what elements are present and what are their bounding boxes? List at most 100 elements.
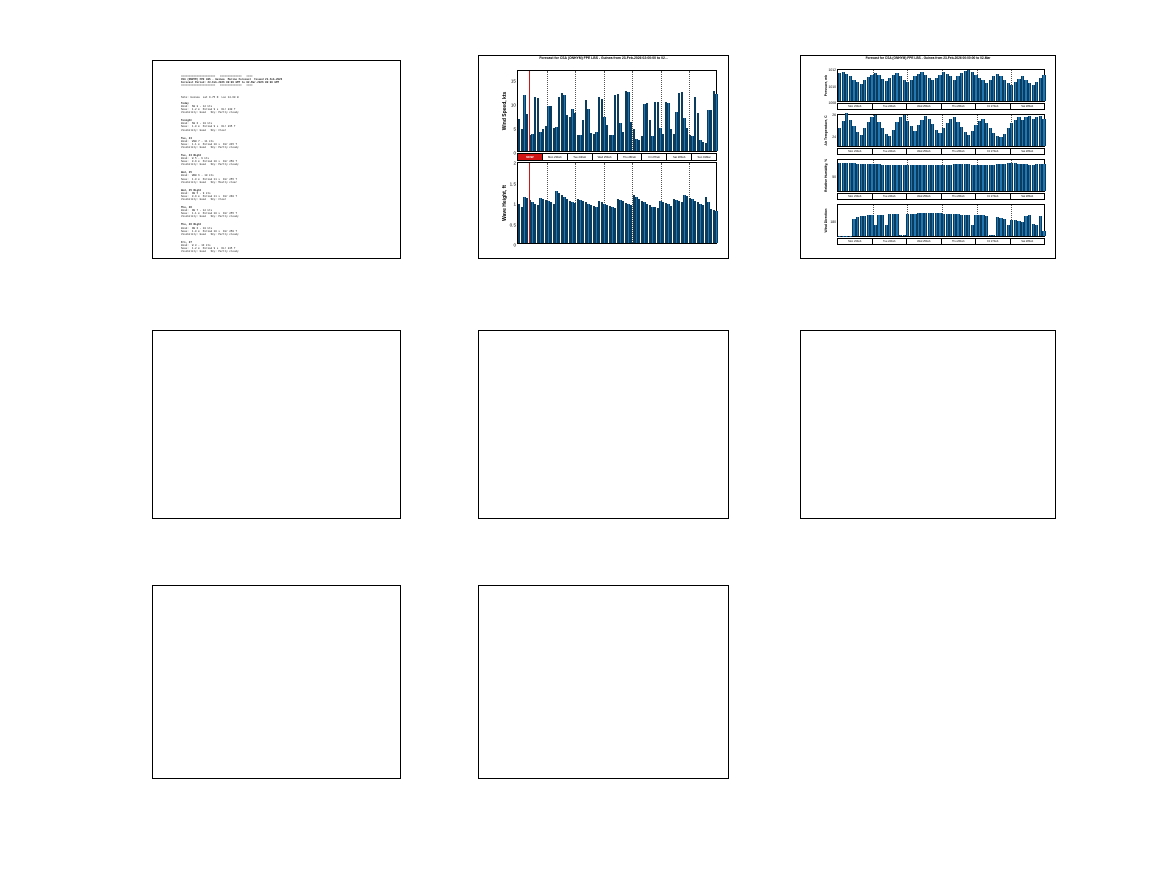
ribbon-date-cell: Thu 26Feb (942, 239, 976, 244)
panel-map-wave-height: Valid for 23-Feb-2026 00:00:00 GMT32.521… (152, 330, 401, 519)
bar (888, 136, 892, 146)
bar (931, 80, 935, 101)
bar (881, 214, 885, 236)
bar (707, 202, 710, 243)
bar (838, 128, 842, 146)
forecast-section: Tue, 24 Night Wind: W 5 - 9 kts Seas: 0.9 … (181, 154, 390, 166)
forecast-section-line: Wind: SW 8 - 12 kts (181, 104, 213, 108)
bar (863, 215, 867, 236)
bar (539, 197, 542, 243)
now-marker (529, 163, 530, 243)
bar (678, 92, 681, 151)
bar (967, 214, 971, 236)
forecast-section-heading: Thu, 26 (181, 206, 192, 210)
ribbon-date-cell: Mon 23Feb (838, 104, 873, 109)
bar (1013, 163, 1017, 191)
bar (670, 129, 673, 151)
bar (995, 136, 1000, 146)
forecast-section-line: Seas: 1.2 m Period 9 s Dir 245 T (181, 247, 236, 251)
bar (1010, 85, 1014, 101)
bar (988, 164, 992, 191)
bar (656, 101, 659, 151)
panel-map-surface-pressure: Valid for 23-Feb-2026 00:00:00 GMT1013.5… (152, 585, 401, 779)
bar (927, 77, 931, 101)
ribbon-date-cell: Tue 24Feb (873, 104, 907, 109)
forecast-section: Tonight Wind: SW 6 - 10 kts Seas: 1.0 m Pe… (181, 119, 390, 131)
ribbon-date-cell: Mon 23Feb (543, 154, 568, 160)
y-axis-label: Relative Humidity, % (824, 158, 828, 192)
panel-map-air-temperature: Valid for 23-Feb-2026 00:00:00 GMT262727… (478, 585, 729, 779)
ribbon-date-cell: Fri 27Feb (976, 104, 1011, 109)
bar (622, 201, 625, 243)
bar (563, 196, 566, 243)
bar (584, 100, 587, 151)
forecast-section-line: Wind: W 8 - 13 kts (181, 243, 211, 247)
bar (1028, 116, 1032, 146)
bar (710, 209, 713, 243)
plot-axes: 1008 1010 1012 (828, 68, 1046, 105)
bar (931, 165, 935, 191)
bar (888, 164, 892, 191)
bar (898, 117, 903, 146)
bar (1020, 222, 1025, 236)
bar (938, 132, 942, 146)
bar (520, 206, 523, 243)
forecast-section-line: Seas: 0.9 m Period 11 s Dir 260 T (181, 194, 238, 198)
bar (859, 216, 863, 236)
bar (539, 131, 542, 151)
bar (1024, 164, 1028, 191)
bar (967, 69, 971, 101)
forecast-section-line: Visibility: Good Sky: Partly cloudy (181, 232, 239, 236)
bar (934, 129, 939, 146)
forecast-section: Fri, 27 Wind: W 8 - 13 kts Seas: 1.2 m Per… (181, 241, 390, 253)
y-tick-label: 1012 (828, 68, 836, 72)
forecast-section-line: Wind: NW 7 - 12 kts (181, 209, 213, 213)
bar (624, 202, 627, 243)
gridline (603, 71, 605, 151)
bar (981, 215, 985, 236)
gridline (603, 163, 605, 243)
bar (587, 108, 590, 151)
bar (558, 192, 561, 243)
bar (992, 132, 996, 146)
bar (942, 165, 946, 191)
bar (859, 135, 863, 146)
bar (866, 163, 870, 191)
bar (873, 115, 878, 146)
bar (707, 110, 710, 151)
bar (927, 212, 931, 236)
bar (995, 73, 1000, 101)
bar (643, 103, 646, 151)
bar (550, 202, 553, 243)
forecast-section-line: Visibility: Good Sky: Clear (181, 128, 227, 132)
bar (606, 124, 609, 151)
bar (526, 197, 529, 243)
bar (667, 102, 670, 151)
bar (632, 128, 635, 151)
bar (704, 143, 707, 151)
bar (691, 199, 694, 243)
ribbon-date-cell: Wed 25Feb (907, 149, 942, 154)
bar (680, 92, 683, 151)
bar (560, 93, 563, 151)
bar (1020, 76, 1025, 101)
bar (518, 119, 521, 151)
bar (1031, 118, 1035, 146)
bar (638, 198, 641, 243)
bar (877, 214, 881, 236)
forecast-section: Thu, 26 Wind: NW 7 - 12 kts Seas: 1.1 m Pe… (181, 206, 390, 218)
bar (913, 213, 917, 236)
bar (598, 97, 601, 151)
bar (1002, 133, 1007, 146)
bar (683, 194, 686, 243)
bar (870, 74, 874, 101)
bar (544, 199, 547, 243)
bar (616, 93, 619, 151)
bar (909, 126, 913, 146)
forecast-section-line: Visibility: Good Sky: Mostly clear (181, 180, 238, 184)
bar (696, 112, 699, 151)
bar (970, 225, 974, 236)
ribbon-date-cell: Thu 26Feb (942, 149, 976, 154)
bar (924, 74, 928, 101)
bar (863, 128, 867, 146)
